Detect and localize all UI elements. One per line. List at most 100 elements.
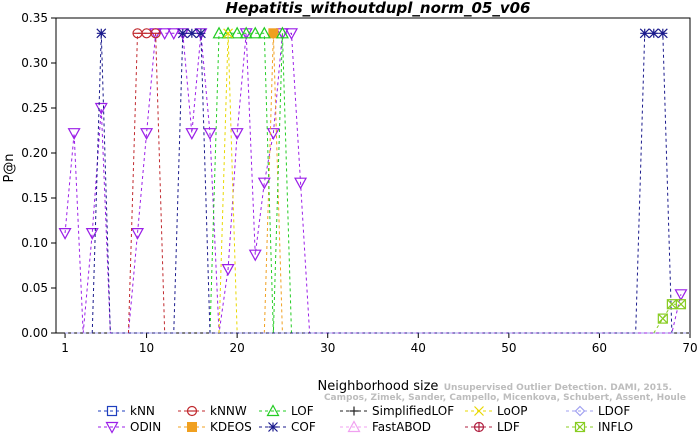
y-tick-label: 0.15 bbox=[21, 191, 48, 205]
data-point bbox=[58, 228, 72, 240]
y-tick-label: 0.10 bbox=[21, 236, 48, 250]
legend-item-loop: LoOP bbox=[465, 404, 528, 418]
legend-marker bbox=[347, 420, 361, 433]
watermark-line-1: Campos, Zimek, Sander, Campello, Micenko… bbox=[324, 393, 686, 403]
x-tick-label: 70 bbox=[682, 341, 697, 355]
x-tick-label: 10 bbox=[139, 341, 154, 355]
data-point bbox=[257, 177, 271, 190]
plot-area bbox=[55, 17, 691, 334]
data-point bbox=[221, 264, 235, 276]
legend-item-fastabod: FastABOD bbox=[340, 420, 431, 434]
data-point bbox=[257, 26, 271, 39]
data-point bbox=[223, 28, 234, 39]
legend-marker bbox=[106, 405, 118, 417]
data-point bbox=[203, 128, 217, 140]
x-tick-label: 60 bbox=[592, 341, 607, 355]
y-tick-label: 0.25 bbox=[21, 101, 48, 115]
y-tick-label: 0.05 bbox=[21, 281, 48, 295]
y-tick-label: 0.20 bbox=[21, 146, 48, 160]
legend-marker bbox=[574, 405, 586, 417]
x-tick-label: 1 bbox=[61, 341, 69, 355]
series-line bbox=[218, 33, 238, 334]
data-point bbox=[85, 228, 99, 240]
x-axis-label: Neighborhood size bbox=[318, 379, 439, 394]
series-lof bbox=[209, 26, 292, 334]
data-point bbox=[130, 228, 145, 240]
legend-label: LoOP bbox=[497, 404, 528, 418]
data-point bbox=[230, 26, 244, 39]
legend-item-cof: COF bbox=[259, 420, 316, 434]
legend-marker bbox=[473, 421, 485, 433]
series-line bbox=[209, 32, 292, 334]
legend-marker bbox=[349, 406, 359, 416]
legend-label: INFLO bbox=[598, 420, 633, 434]
legend-label: ODIN bbox=[130, 420, 161, 434]
data-point bbox=[195, 28, 206, 39]
y-axis: 0.00 0.05 0.10 0.15 0.20 0.25 0.30 0.35 bbox=[21, 11, 56, 340]
y-axis-label: P@n bbox=[2, 153, 17, 182]
series-line bbox=[127, 32, 166, 334]
series-cof bbox=[91, 28, 673, 334]
legend-label: LDOF bbox=[598, 404, 630, 418]
x-tick-label: 30 bbox=[320, 341, 335, 355]
legend-label: kNNW bbox=[210, 404, 247, 418]
series-line bbox=[263, 33, 283, 334]
data-point bbox=[639, 28, 650, 39]
data-point bbox=[185, 128, 199, 140]
legend-item-lof: LOF bbox=[259, 404, 314, 418]
series-inflo bbox=[653, 299, 687, 334]
data-point bbox=[141, 28, 152, 39]
data-point bbox=[239, 26, 253, 39]
legend-marker bbox=[266, 404, 280, 417]
data-point bbox=[248, 249, 262, 262]
data-point bbox=[150, 28, 161, 39]
data-point bbox=[167, 28, 181, 41]
x-tick-label: 40 bbox=[411, 341, 426, 355]
legend-label: FastABOD bbox=[372, 420, 431, 434]
watermark-line-2: Unsupervised Outlier Detection. DAMI, 20… bbox=[444, 383, 672, 393]
data-point bbox=[275, 26, 289, 39]
data-point bbox=[140, 128, 154, 140]
legend-marker bbox=[187, 422, 197, 432]
legend-item-ldof: LDOF bbox=[566, 404, 630, 418]
series-line bbox=[91, 32, 673, 334]
data-point bbox=[675, 299, 687, 310]
legend-item-kdeos: KDEOS bbox=[178, 420, 252, 434]
legend-item-knn: kNN bbox=[98, 404, 155, 418]
legend-label: COF bbox=[291, 420, 316, 434]
legend-label: LOF bbox=[291, 404, 314, 418]
series-loop bbox=[218, 28, 238, 334]
legend-label: LDF bbox=[497, 420, 520, 434]
data-point bbox=[674, 289, 688, 302]
watermark: Campos, Zimek, Sander, Campello, Micenko… bbox=[324, 383, 686, 403]
data-point bbox=[158, 28, 172, 41]
data-point bbox=[648, 28, 659, 39]
legend-label: KDEOS bbox=[210, 420, 252, 434]
series-kdeos bbox=[263, 28, 283, 334]
legend-marker bbox=[574, 421, 586, 433]
data-point bbox=[284, 28, 299, 41]
legend: kNN kNNW LOF SimplifiedLOF LoOP LDOF ODIN KDEOS… bbox=[98, 404, 633, 434]
y-tick-label: 0.35 bbox=[21, 11, 48, 25]
legend-item-inflo: INFLO bbox=[566, 420, 633, 434]
data-point bbox=[248, 26, 262, 39]
data-point bbox=[230, 128, 244, 140]
data-point bbox=[657, 313, 668, 324]
data-point bbox=[96, 28, 107, 39]
data-point bbox=[212, 26, 226, 39]
y-tick-label: 0.30 bbox=[21, 56, 48, 70]
y-tick-label: 0.00 bbox=[21, 326, 48, 340]
legend-item-simplifiedlof: SimplifiedLOF bbox=[340, 404, 454, 418]
data-point bbox=[186, 28, 197, 39]
legend-marker bbox=[268, 422, 278, 432]
legend-marker bbox=[474, 406, 484, 416]
legend-label: kNN bbox=[130, 404, 155, 418]
legend-item-knnw: kNNW bbox=[178, 404, 247, 418]
legend-marker bbox=[105, 421, 119, 434]
legend-marker bbox=[186, 405, 198, 417]
data-point bbox=[177, 28, 188, 39]
x-axis: 1 10 20 30 40 50 60 70 bbox=[61, 333, 698, 355]
legend-item-ldf: LDF bbox=[465, 420, 520, 434]
x-tick-label: 20 bbox=[230, 341, 245, 355]
